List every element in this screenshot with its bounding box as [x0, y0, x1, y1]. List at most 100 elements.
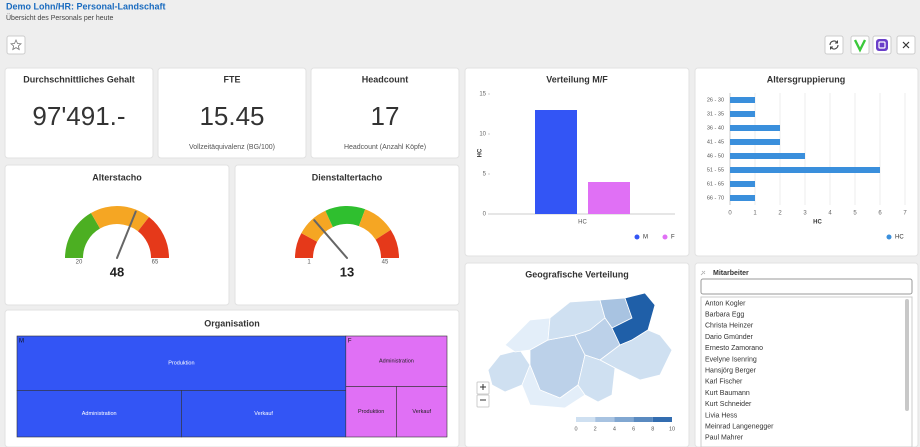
treemap-cell — [396, 386, 448, 438]
kpi-subtitle: Vollzeitäquivalenz (BG/100) — [189, 144, 275, 151]
card — [694, 67, 919, 257]
treemap-label: Produktion — [168, 361, 194, 367]
x-tick-label: 6 — [878, 211, 882, 217]
gauge-band — [358, 209, 391, 240]
legend-label: M — [643, 235, 648, 241]
chart-title: Dienstaltertacho — [312, 172, 383, 182]
bar — [730, 181, 755, 187]
list-item[interactable] — [702, 354, 902, 365]
bar — [730, 153, 805, 159]
v-button[interactable] — [850, 35, 870, 55]
list-item[interactable] — [702, 410, 902, 421]
list-item[interactable] — [702, 376, 902, 388]
list-item[interactable] — [702, 387, 902, 399]
page-title: Demo Lohn/HR: Personal-Landschaft — [6, 1, 166, 11]
app-button[interactable] — [872, 35, 892, 55]
gauge-value: 48 — [110, 264, 124, 279]
y-tick-label: 66 - 70 — [707, 195, 724, 201]
x-tick-label: 0 — [728, 211, 732, 217]
search-input[interactable] — [700, 278, 913, 295]
list-item[interactable] — [702, 365, 902, 377]
treemap-label: Administration — [379, 359, 414, 365]
y-tick-label: 26 - 30 — [707, 97, 724, 103]
color-scale-segment — [633, 417, 653, 422]
list-item[interactable] — [702, 398, 902, 410]
gauge-min: 20 — [76, 260, 83, 266]
color-scale-segment — [576, 417, 596, 422]
gauge-band — [375, 229, 399, 258]
y-tick-label: 0 — [483, 212, 487, 218]
y-tick-label: 41 - 45 — [707, 139, 724, 145]
list-item[interactable] — [702, 421, 902, 433]
card — [4, 164, 230, 306]
color-scale-segment — [614, 417, 634, 422]
bar — [730, 139, 780, 145]
y-axis-label: HC — [478, 148, 484, 157]
list-item[interactable] — [702, 432, 902, 444]
gauge-band — [325, 205, 366, 228]
chart-title: Organisation — [204, 318, 260, 328]
card — [310, 67, 460, 159]
employee-name: Evelyne Isenring — [705, 356, 757, 363]
link-icon — [700, 270, 706, 276]
close-button[interactable] — [896, 35, 916, 55]
employee-name: Kurt Baumann — [705, 390, 750, 397]
employee-name: Hansjörg Berger — [705, 368, 757, 375]
chart-title: Alterstacho — [92, 172, 142, 182]
kpi-title: FTE — [224, 74, 241, 84]
legend-marker — [662, 234, 668, 240]
treemap-group-label: F — [348, 339, 352, 345]
gauge-band — [295, 233, 318, 258]
treemap-cell — [345, 386, 397, 438]
legend-marker — [634, 234, 640, 240]
kpi-title: Headcount — [362, 74, 409, 84]
list-item[interactable] — [702, 309, 902, 321]
color-scale-label: 10 — [669, 426, 675, 432]
bar — [535, 110, 577, 214]
kpi-value: 97'491.- — [32, 101, 125, 131]
color-scale-label: 2 — [594, 426, 597, 432]
y-tick-label: 61 - 65 — [707, 181, 724, 187]
bar — [730, 97, 755, 103]
list-item[interactable] — [702, 342, 902, 354]
list-item[interactable] — [702, 320, 902, 332]
color-scale-label: 0 — [574, 426, 577, 432]
employee-name: Kurt Schneider — [705, 401, 752, 408]
zoom-out-button[interactable] — [476, 394, 490, 408]
y-tick-label: 31 - 35 — [707, 111, 724, 117]
legend-label: HC — [895, 235, 904, 241]
legend-marker — [886, 234, 892, 240]
x-tick-label: 5 — [853, 211, 857, 217]
bar — [730, 195, 755, 201]
favorite-button[interactable] — [6, 35, 26, 55]
refresh-button[interactable] — [824, 35, 844, 55]
gauge-band — [301, 210, 333, 242]
x-tick-label: 1 — [753, 211, 757, 217]
treemap-cell — [16, 390, 182, 438]
list-item[interactable] — [702, 331, 902, 343]
x-tick-label: 7 — [903, 211, 907, 217]
gauge-max: 45 — [382, 260, 389, 266]
treemap-label: Administration — [82, 411, 117, 417]
y-tick-label: 46 - 50 — [707, 153, 724, 159]
page-subtitle: Übersicht des Personals per heute — [6, 14, 113, 22]
employee-name: Karl Fischer — [705, 379, 743, 386]
employee-name: Livia Hess — [705, 412, 738, 419]
y-tick-label: 5 — [483, 172, 487, 178]
treemap-label: Verkauf — [412, 409, 431, 415]
gauge-needle — [313, 219, 348, 259]
x-tick-label: HC — [578, 220, 587, 226]
card — [4, 67, 154, 159]
map-region — [577, 354, 616, 403]
bar — [588, 182, 630, 214]
chart-title: Verteilung M/F — [546, 74, 608, 84]
treemap-label: Verkauf — [254, 411, 273, 417]
zoom-in-icon — [480, 384, 486, 390]
y-tick-label: 15 — [479, 92, 486, 98]
list-item[interactable] — [702, 298, 902, 309]
y-tick-label: 10 — [479, 132, 486, 138]
bar — [730, 167, 880, 173]
x-tick-label: 3 — [803, 211, 807, 217]
employee-name: Christa Heinzer — [705, 323, 754, 330]
